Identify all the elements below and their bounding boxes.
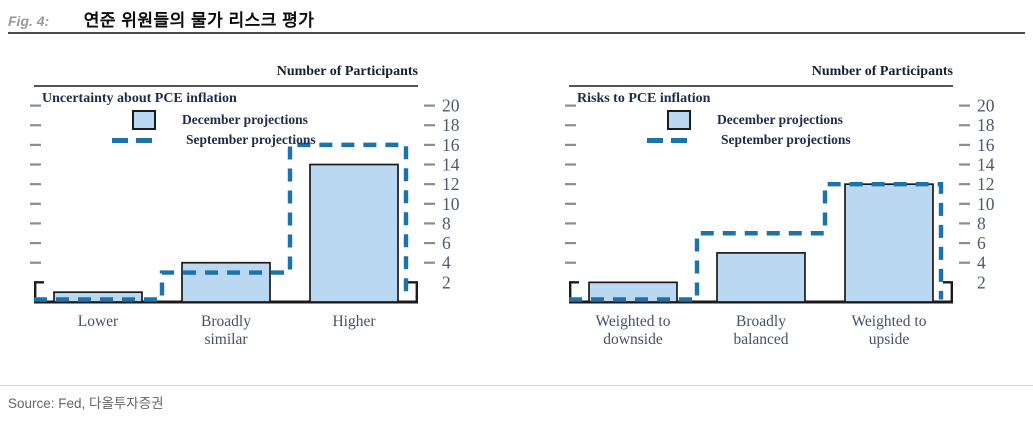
svg-text:downside: downside xyxy=(603,331,663,348)
legend-label-september: September projections xyxy=(721,132,851,147)
axis-title: Number of Participants xyxy=(811,64,953,79)
december-bar-swatch-icon xyxy=(667,110,691,130)
figure-number-label: Fig. 4: xyxy=(8,13,50,29)
svg-text:4: 4 xyxy=(442,253,451,273)
svg-text:12: 12 xyxy=(442,174,460,194)
legend-label-september: September projections xyxy=(186,132,316,147)
svg-text:8: 8 xyxy=(977,213,986,233)
svg-text:2: 2 xyxy=(977,272,986,292)
source-text: Source: Fed, 다올투자증권 xyxy=(8,396,164,411)
svg-text:8: 8 xyxy=(442,213,451,233)
svg-text:Broadly: Broadly xyxy=(201,313,251,330)
svg-text:6: 6 xyxy=(442,233,451,253)
uncertainty-chart-panel: 2 4 6 8 10 12 14 16 18 20 Lower Broadly similar Highe… xyxy=(28,62,490,364)
source-divider xyxy=(0,385,1033,386)
axis-title: Number of Participants xyxy=(276,64,418,79)
svg-text:upside: upside xyxy=(869,331,910,348)
risks-chart-panel: 2 4 6 8 10 12 14 16 18 20 Weighted to downside Broad… xyxy=(563,62,1025,364)
page-title: 연준 위원들의 물가 리스크 평가 xyxy=(83,11,315,30)
chart-legend: December projections September projectio… xyxy=(112,110,316,150)
svg-text:16: 16 xyxy=(442,135,460,155)
svg-text:Lower: Lower xyxy=(78,313,119,330)
title-divider xyxy=(8,32,1025,34)
svg-text:14: 14 xyxy=(977,155,995,175)
figure-header: Fig. 4: 연준 위원들의 물가 리스크 평가 xyxy=(8,6,1025,31)
svg-text:18: 18 xyxy=(442,115,460,135)
svg-text:Broadly: Broadly xyxy=(736,313,786,330)
svg-text:14: 14 xyxy=(442,155,460,175)
svg-text:balanced: balanced xyxy=(733,331,788,348)
legend-label-december: December projections xyxy=(182,112,308,127)
september-dash-swatch-icon xyxy=(112,137,178,143)
svg-text:16: 16 xyxy=(977,135,995,155)
svg-text:6: 6 xyxy=(977,233,986,253)
svg-text:similar: similar xyxy=(204,331,248,348)
september-dash-swatch-icon xyxy=(647,137,713,143)
panel-title: Risks to PCE inflation xyxy=(577,91,711,106)
chart-legend: December projections September projectio… xyxy=(647,110,851,150)
svg-text:20: 20 xyxy=(977,96,995,116)
panel-title: Uncertainty about PCE inflation xyxy=(42,91,237,106)
svg-text:Weighted to: Weighted to xyxy=(852,313,927,330)
legend-label-december: December projections xyxy=(717,112,843,127)
svg-text:20: 20 xyxy=(442,96,460,116)
svg-text:10: 10 xyxy=(977,194,995,214)
svg-text:Weighted to: Weighted to xyxy=(596,313,671,330)
svg-text:10: 10 xyxy=(442,194,460,214)
svg-text:2: 2 xyxy=(442,272,451,292)
svg-text:12: 12 xyxy=(977,174,995,194)
svg-text:4: 4 xyxy=(977,253,986,273)
svg-text:18: 18 xyxy=(977,115,995,135)
svg-text:Higher: Higher xyxy=(332,313,376,330)
december-bar-swatch-icon xyxy=(132,110,156,130)
